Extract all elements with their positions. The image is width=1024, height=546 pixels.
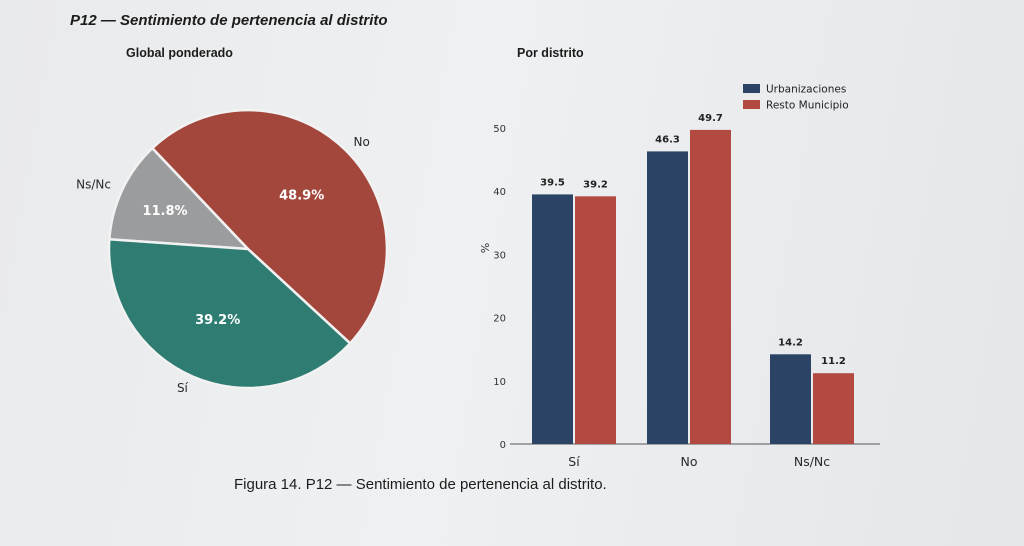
y-tick-label: 50 (493, 124, 506, 135)
y-axis-label: % (479, 243, 492, 253)
bar-value-label: 39.2 (583, 179, 608, 190)
bar-value-label: 39.5 (540, 177, 565, 188)
pie-value-label-no: 48.9% (279, 189, 324, 204)
bar-urbanizaciones (532, 194, 573, 444)
pie-slice-nsnc (108, 146, 252, 251)
legend-swatch (743, 100, 760, 109)
pie-slice-no (150, 108, 389, 346)
legend-label: Resto Municipio (766, 100, 849, 112)
y-tick-label: 30 (493, 250, 506, 261)
bar-urbanizaciones (770, 354, 811, 444)
pie-value-label-s: 39.2% (195, 313, 240, 328)
pie-value-label-nsnc: 11.8% (142, 204, 187, 219)
pie-slice-s (107, 237, 352, 390)
y-tick-label: 20 (493, 314, 506, 325)
y-tick-label: 10 (493, 377, 506, 388)
pie-chart-title: Global ponderado (126, 46, 233, 60)
x-tick-label: Ns/Nc (794, 454, 830, 469)
bar-value-label: 49.7 (698, 113, 723, 124)
y-tick-label: 0 (500, 440, 506, 451)
bar-value-label: 14.2 (778, 337, 803, 348)
bar-urbanizaciones (647, 151, 688, 444)
bar-value-label: 11.2 (821, 356, 846, 367)
legend-label: Urbanizaciones (766, 84, 846, 96)
x-tick-label: No (681, 454, 698, 469)
legend-swatch (743, 84, 760, 93)
x-tick-label: Sí (568, 454, 580, 469)
bar-chart-title: Por distrito (517, 46, 584, 60)
figure-caption: Figura 14. P12 — Sentimiento de pertenen… (234, 476, 607, 493)
bar-value-label: 46.3 (655, 134, 680, 145)
pie-category-label-no: No (354, 135, 370, 149)
figure-title: P12 — Sentimiento de pertenencia al dist… (70, 12, 388, 29)
bar-resto-municipio (575, 196, 616, 444)
y-tick-label: 40 (493, 187, 506, 198)
bar-resto-municipio (690, 129, 731, 444)
pie-category-label-nsnc: Ns/Nc (76, 177, 111, 191)
bar-resto-municipio (813, 373, 854, 444)
pie-category-label-s: Sí (177, 381, 189, 395)
